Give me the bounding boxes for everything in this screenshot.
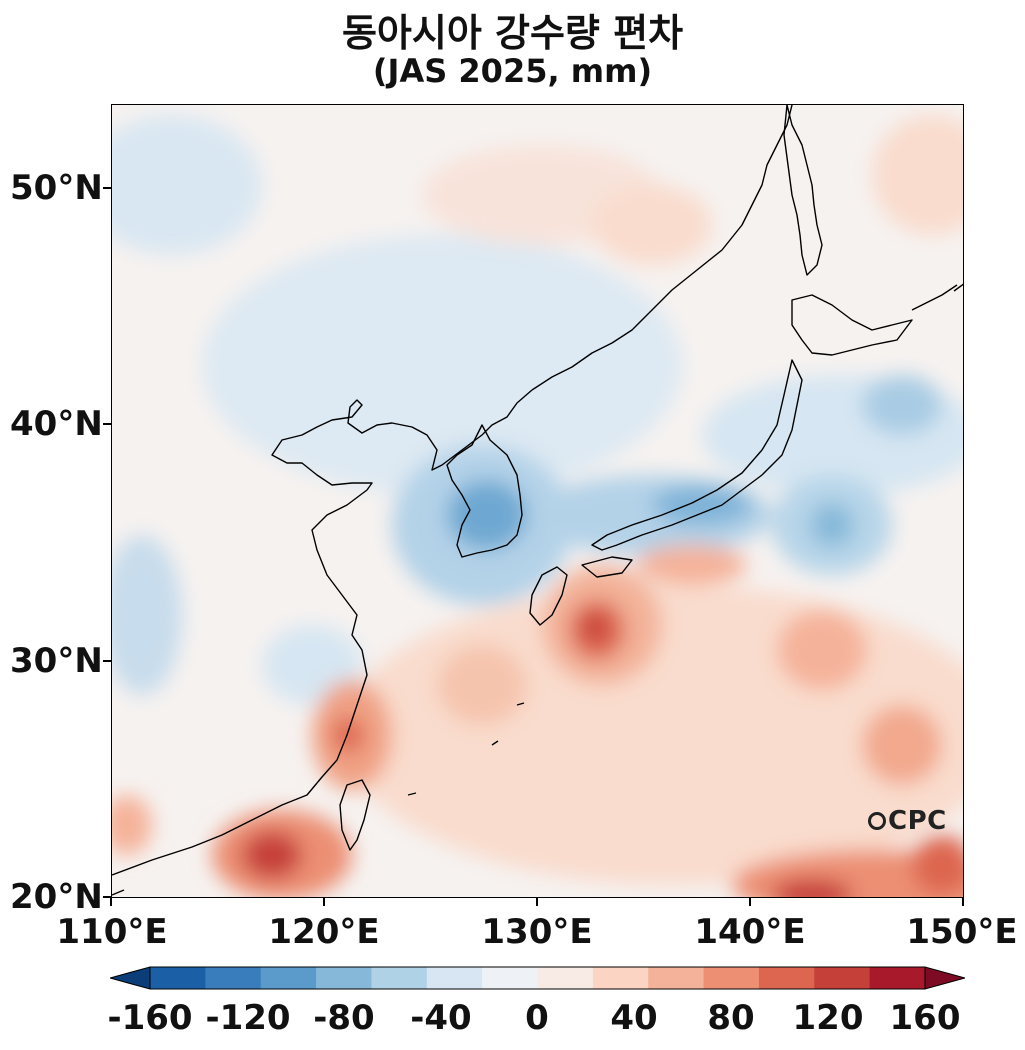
positive-anomaly-region: [772, 879, 852, 897]
positive-anomaly-region: [872, 115, 963, 235]
positive-anomaly-region: [592, 185, 712, 265]
positive-anomaly-region: [242, 831, 302, 879]
negative-anomaly-region: [810, 503, 854, 547]
lon-tick: [323, 898, 325, 906]
colorbar-segment: [205, 967, 262, 989]
colorbar-scale: [108, 966, 967, 990]
logo-text: CPC: [888, 806, 947, 836]
lat-label-30n: 30°N: [10, 641, 103, 681]
lat-tick: [103, 896, 111, 898]
colorbar-segment: [482, 967, 538, 989]
positive-anomaly-region: [777, 610, 867, 690]
colorbar-tick-label: 80: [707, 998, 755, 1038]
colorbar-segment: [316, 967, 372, 989]
lon-label-140e: 140°E: [694, 912, 806, 952]
positive-anomaly-region: [583, 613, 607, 641]
colorbar-tick-label: 40: [610, 998, 658, 1038]
colorbar-segment: [371, 967, 428, 989]
colorbar-frame: [149, 966, 926, 990]
negative-anomaly-region: [862, 375, 942, 435]
cpc-logo: CPC: [868, 806, 947, 836]
colorbar-segment: [869, 967, 926, 989]
positive-anomaly-region: [437, 645, 527, 725]
negative-anomaly-region: [652, 485, 752, 525]
lon-tick: [962, 898, 964, 906]
map-subtitle: (JAS 2025, mm): [372, 52, 653, 90]
colorbar-tick-label: -120: [205, 998, 291, 1038]
colorbar-segment: [426, 967, 483, 989]
negative-anomaly-region: [112, 115, 262, 255]
map-title: 동아시아 강수량 편차: [341, 11, 684, 55]
positive-anomaly-region: [332, 717, 364, 753]
lat-label-20n: 20°N: [10, 877, 103, 917]
negative-anomaly-region: [447, 480, 527, 550]
lat-tick: [103, 187, 111, 189]
colorbar-segment: [260, 967, 317, 989]
colorbar-extend-min: [108, 966, 151, 990]
colorbar-tick-label: 120: [792, 998, 864, 1038]
colorbar-segment: [648, 967, 705, 989]
lat-label-40n: 40°N: [10, 404, 103, 444]
colorbar-tick-label: -160: [107, 998, 193, 1038]
colorbar-segment: [814, 967, 871, 989]
positive-anomaly-region: [862, 705, 942, 785]
lon-label-110e: 110°E: [56, 912, 168, 952]
logo-mark-icon: [868, 812, 886, 830]
lat-tick: [103, 660, 111, 662]
colorbar-tick-label: -80: [313, 998, 375, 1038]
positive-anomaly-region: [112, 795, 152, 855]
lon-tick: [749, 898, 751, 906]
lat-tick: [103, 423, 111, 425]
colorbar-tick-label: 0: [525, 998, 549, 1038]
positive-anomaly-region: [637, 545, 747, 585]
colorbar-tick-label: -40: [410, 998, 472, 1038]
negative-anomaly-region: [112, 535, 182, 695]
colorbar-tick-label: 160: [889, 998, 961, 1038]
colorbar-segment: [150, 967, 206, 989]
coastline: [112, 105, 963, 896]
colorbar-segment: [537, 967, 594, 989]
lat-label-50n: 50°N: [10, 168, 103, 208]
map-plot-area: [111, 104, 964, 898]
colorbar: [108, 966, 967, 990]
colorbar-extend-max: [924, 966, 967, 990]
positive-anomaly-region: [912, 835, 963, 895]
colorbar-segment: [758, 967, 815, 989]
negative-anomaly-region: [202, 235, 682, 495]
lon-label-120e: 120°E: [268, 912, 380, 952]
colorbar-segment: [703, 967, 760, 989]
colorbar-segment: [592, 967, 649, 989]
precipitation-anomaly-map: [112, 105, 963, 897]
lon-label-150e: 150°E: [906, 912, 1018, 952]
lon-tick: [110, 898, 112, 906]
lon-tick: [536, 898, 538, 906]
lon-label-130e: 130°E: [481, 912, 593, 952]
